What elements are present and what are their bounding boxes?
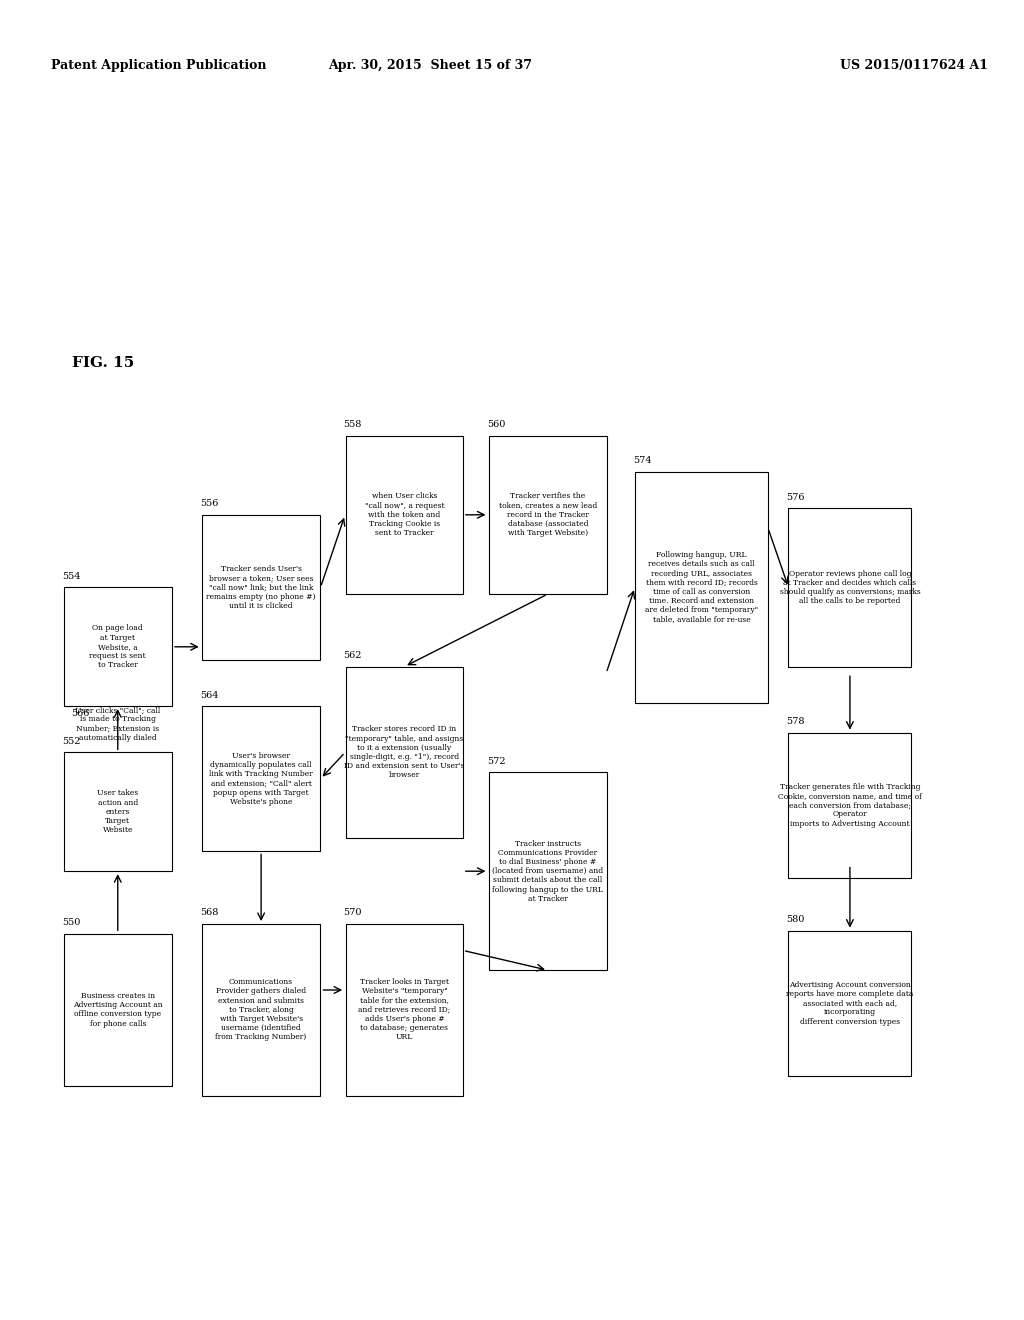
Text: 578: 578 (786, 717, 805, 726)
Text: 554: 554 (61, 572, 81, 581)
FancyBboxPatch shape (788, 508, 911, 667)
Text: FIG. 15: FIG. 15 (72, 355, 134, 370)
Text: when User clicks
"call now", a request
with the token and
Tracking Cookie is
sen: when User clicks "call now", a request w… (365, 492, 444, 537)
Text: Tracker looks in Target
Website's "temporary"
table for the extension,
and retri: Tracker looks in Target Website's "tempo… (358, 978, 451, 1041)
FancyBboxPatch shape (346, 436, 463, 594)
Text: 560: 560 (487, 420, 505, 429)
FancyBboxPatch shape (203, 515, 319, 660)
Text: Following hangup, URL
receives details such as call
recording URL, associates
th: Following hangup, URL receives details s… (645, 552, 758, 623)
FancyBboxPatch shape (63, 935, 171, 1085)
FancyBboxPatch shape (203, 924, 319, 1096)
Text: 566: 566 (72, 709, 90, 718)
Text: 564: 564 (201, 690, 219, 700)
Text: 570: 570 (344, 908, 362, 917)
Text: 556: 556 (201, 499, 218, 508)
Text: US 2015/0117624 A1: US 2015/0117624 A1 (840, 59, 988, 73)
FancyBboxPatch shape (346, 667, 463, 838)
FancyBboxPatch shape (489, 436, 606, 594)
Text: Apr. 30, 2015  Sheet 15 of 37: Apr. 30, 2015 Sheet 15 of 37 (328, 59, 532, 73)
Text: Tracker instructs
Communications Provider
to dial Business' phone #
(located fro: Tracker instructs Communications Provide… (493, 840, 603, 903)
Text: Tracker verifies the
token, creates a new lead
record in the Tracker
database (a: Tracker verifies the token, creates a ne… (499, 492, 597, 537)
Text: Communications
Provider gathers dialed
extension and submits
to Tracker, along
w: Communications Provider gathers dialed e… (215, 978, 307, 1041)
Text: User takes
action and
enters
Target
Website: User takes action and enters Target Webs… (97, 789, 138, 834)
Text: 574: 574 (633, 457, 651, 465)
Text: Tracker stores record ID in
"temporary" table, and assigns
to it a extension (us: Tracker stores record ID in "temporary" … (344, 726, 465, 779)
FancyBboxPatch shape (788, 931, 911, 1076)
Text: 572: 572 (487, 756, 506, 766)
Text: Operator reviews phone call log
at Tracker and decides which calls
should qualif: Operator reviews phone call log at Track… (779, 570, 921, 605)
Text: 552: 552 (61, 737, 81, 746)
Text: Tracker generates file with Tracking
Cookie, conversion name, and time of
each c: Tracker generates file with Tracking Coo… (778, 783, 922, 828)
FancyBboxPatch shape (63, 752, 171, 871)
FancyBboxPatch shape (63, 587, 171, 706)
Text: 562: 562 (344, 651, 362, 660)
Text: 558: 558 (344, 420, 361, 429)
Text: 576: 576 (786, 492, 805, 502)
Text: 550: 550 (61, 919, 80, 927)
Text: 568: 568 (201, 908, 218, 917)
Text: Advertising Account conversion
reports have more complete data
associated with e: Advertising Account conversion reports h… (786, 981, 913, 1026)
Text: 580: 580 (786, 915, 805, 924)
Text: Patent Application Publication: Patent Application Publication (51, 59, 266, 73)
Text: User clicks "Call"; call
is made to Tracking
Number; Extension is
automatically : User clicks "Call"; call is made to Trac… (75, 706, 161, 742)
Text: Tracker sends User's
browser a token; User sees
"call now" link; but the link
re: Tracker sends User's browser a token; Us… (207, 565, 315, 610)
FancyBboxPatch shape (788, 733, 911, 878)
FancyBboxPatch shape (346, 924, 463, 1096)
FancyBboxPatch shape (635, 471, 768, 702)
FancyBboxPatch shape (203, 706, 319, 851)
Text: On page load
at Target
Website, a
request is sent
to Tracker: On page load at Target Website, a reques… (89, 624, 146, 669)
FancyBboxPatch shape (489, 772, 606, 970)
Text: Business creates in
Advertising Account an
offline conversion type
for phone cal: Business creates in Advertising Account … (73, 993, 163, 1027)
Text: User's browser
dynamically populates call
link with Tracking Number
and extensio: User's browser dynamically populates cal… (209, 752, 313, 805)
